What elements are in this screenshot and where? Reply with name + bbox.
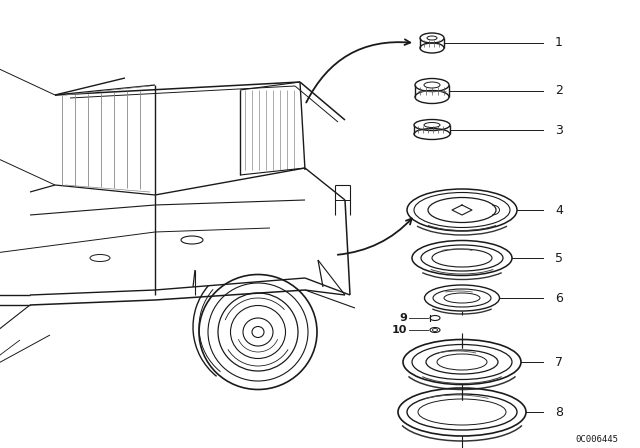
Text: 5: 5: [555, 251, 563, 264]
Text: 6: 6: [555, 292, 563, 305]
Text: 4: 4: [555, 203, 563, 216]
Text: 7: 7: [555, 356, 563, 369]
Text: 3: 3: [555, 124, 563, 137]
Text: 9: 9: [399, 313, 407, 323]
Text: 1: 1: [555, 36, 563, 49]
Text: 10: 10: [392, 325, 407, 335]
Text: 8: 8: [555, 405, 563, 418]
Text: 2: 2: [555, 85, 563, 98]
Text: 0C006445: 0C006445: [575, 435, 618, 444]
